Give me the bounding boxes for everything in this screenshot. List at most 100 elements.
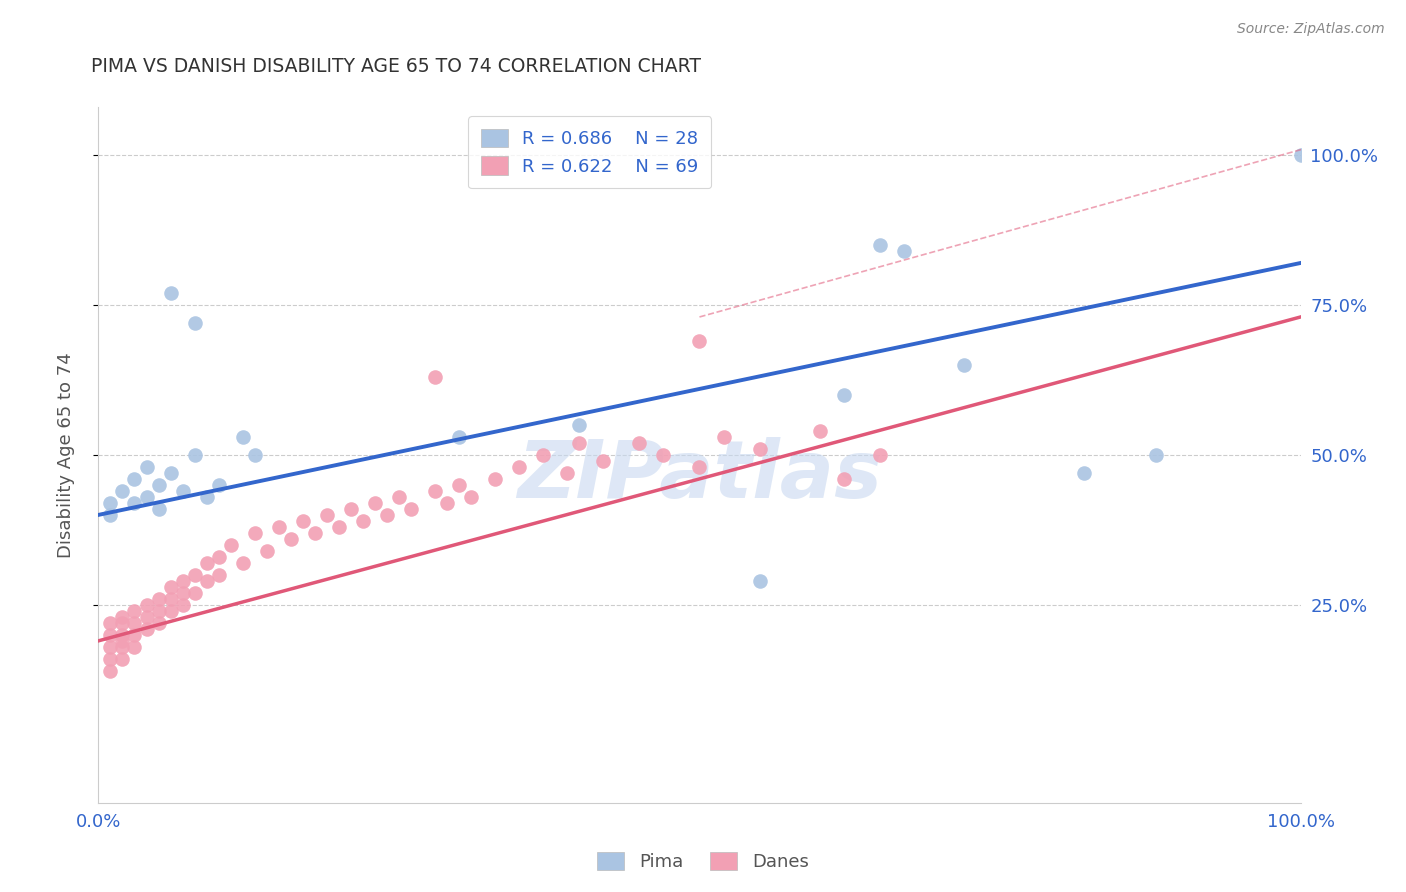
Point [183, 448, 205, 462]
Point [748, 442, 770, 456]
Point [208, 567, 231, 582]
Point [219, 538, 242, 552]
Point [159, 466, 181, 480]
Point [148, 604, 170, 618]
Point [135, 490, 157, 504]
Point [195, 556, 218, 570]
Point [555, 466, 578, 480]
Point [364, 496, 387, 510]
Point [436, 496, 458, 510]
Point [280, 532, 302, 546]
Point [172, 598, 194, 612]
Point [100, 652, 122, 666]
Point [869, 448, 891, 462]
Point [1073, 466, 1095, 480]
Point [135, 598, 157, 612]
Legend: Pima, Danes: Pima, Danes [591, 845, 815, 879]
Point [172, 586, 194, 600]
Point [135, 610, 157, 624]
Point [953, 358, 976, 372]
Point [328, 520, 350, 534]
Point [291, 514, 314, 528]
Point [100, 496, 122, 510]
Point [208, 549, 231, 564]
Point [172, 574, 194, 588]
Point [111, 652, 134, 666]
Point [340, 502, 363, 516]
Point [148, 591, 170, 606]
Point [232, 430, 254, 444]
Point [111, 483, 134, 498]
Point [375, 508, 398, 522]
Point [208, 478, 231, 492]
Point [135, 622, 157, 636]
Point [111, 610, 134, 624]
Point [148, 502, 170, 516]
Point [195, 490, 218, 504]
Point [460, 490, 482, 504]
Point [689, 334, 711, 348]
Point [100, 615, 122, 630]
Point [159, 285, 181, 300]
Point [124, 472, 146, 486]
Point [148, 478, 170, 492]
Point [315, 508, 337, 522]
Point [832, 472, 855, 486]
Point [124, 496, 146, 510]
Point [267, 520, 290, 534]
Point [111, 633, 134, 648]
Point [172, 483, 194, 498]
Point [111, 628, 134, 642]
Point [135, 459, 157, 474]
Point [568, 436, 591, 450]
Legend: R = 0.686    N = 28, R = 0.622    N = 69: R = 0.686 N = 28, R = 0.622 N = 69 [468, 116, 711, 188]
Point [352, 514, 374, 528]
Point [124, 640, 146, 654]
Point [713, 430, 735, 444]
Point [508, 459, 530, 474]
Point [124, 615, 146, 630]
Point [232, 556, 254, 570]
Point [100, 628, 122, 642]
Point [748, 574, 770, 588]
Y-axis label: Disability Age 65 to 74: Disability Age 65 to 74 [56, 352, 75, 558]
Point [531, 448, 554, 462]
Point [159, 604, 181, 618]
Point [243, 525, 266, 540]
Point [808, 424, 831, 438]
Text: Source: ZipAtlas.com: Source: ZipAtlas.com [1237, 22, 1385, 37]
Point [388, 490, 411, 504]
Point [423, 483, 446, 498]
Point [148, 615, 170, 630]
Point [652, 448, 675, 462]
Point [256, 544, 278, 558]
Text: PIMA VS DANISH DISABILITY AGE 65 TO 74 CORRELATION CHART: PIMA VS DANISH DISABILITY AGE 65 TO 74 C… [91, 57, 702, 76]
Point [592, 454, 614, 468]
Point [111, 640, 134, 654]
Point [159, 580, 181, 594]
Point [183, 567, 205, 582]
Point [484, 472, 506, 486]
Point [100, 508, 122, 522]
Text: ZIPatlas: ZIPatlas [517, 437, 882, 515]
Point [243, 448, 266, 462]
Point [893, 244, 915, 258]
Point [628, 436, 651, 450]
Point [869, 238, 891, 252]
Point [304, 525, 326, 540]
Point [832, 388, 855, 402]
Point [1144, 448, 1167, 462]
Point [100, 640, 122, 654]
Point [689, 459, 711, 474]
Point [1289, 148, 1312, 162]
Point [111, 615, 134, 630]
Point [183, 586, 205, 600]
Point [568, 417, 591, 432]
Point [399, 502, 422, 516]
Point [447, 430, 470, 444]
Point [423, 370, 446, 384]
Point [447, 478, 470, 492]
Point [183, 316, 205, 330]
Point [124, 628, 146, 642]
Point [124, 604, 146, 618]
